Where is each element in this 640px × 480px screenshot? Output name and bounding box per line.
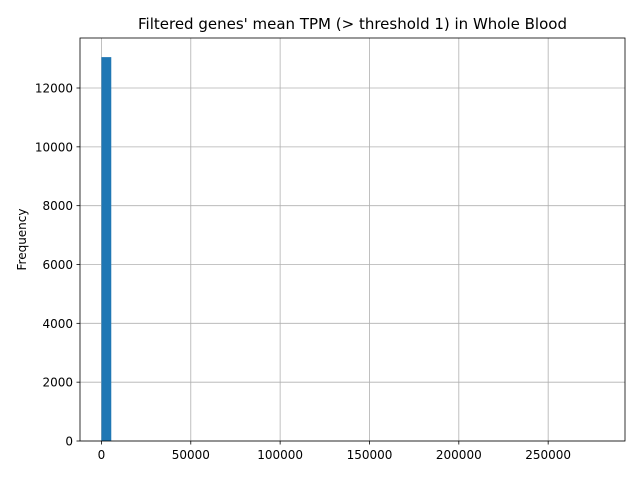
ticks: 0 50000 100000 150000 200000 250000 0 2000 4000 6… [35,82,571,462]
x-tick-label: 200000 [436,448,482,462]
y-axis-label: Frequency [15,209,29,271]
y-tick-label: 6000 [42,258,73,272]
y-tick-label: 12000 [35,82,73,96]
y-tick-label: 2000 [42,376,73,390]
x-tick-label: 250000 [525,448,571,462]
bars [101,57,112,442]
x-tick-label: 0 [98,448,106,462]
x-tick-label: 50000 [172,448,210,462]
grid [80,38,625,442]
y-tick-label: 4000 [42,317,73,331]
y-tick-label: 8000 [42,199,73,213]
chart-title: Filtered genes' mean TPM (> threshold 1)… [138,15,567,33]
histogram-bar [101,57,112,442]
plot-frame [79,37,626,442]
x-tick-label: 150000 [347,448,393,462]
y-tick-label: 0 [65,435,73,449]
x-tick-label: 100000 [257,448,303,462]
y-tick-label: 10000 [35,140,73,154]
